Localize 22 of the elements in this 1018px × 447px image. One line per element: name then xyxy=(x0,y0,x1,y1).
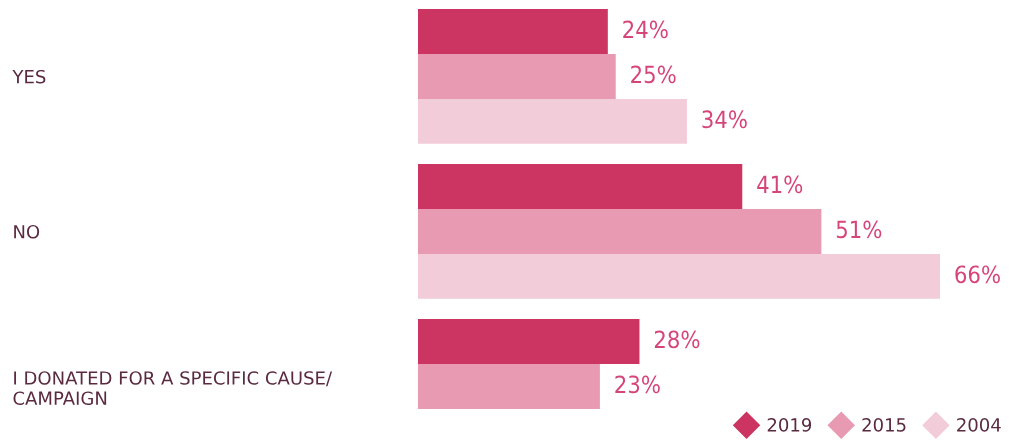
data-label: 66% xyxy=(955,265,1000,284)
bar xyxy=(418,53,616,99)
bar xyxy=(418,319,640,364)
legend-label: 2004 xyxy=(957,418,1001,432)
data-label: 34% xyxy=(702,110,747,129)
legend-label: 2015 xyxy=(862,418,906,432)
bar xyxy=(418,9,608,54)
data-label: 25% xyxy=(631,65,676,84)
legend-label: 2019 xyxy=(767,418,812,432)
bar xyxy=(418,164,743,209)
data-label: 51% xyxy=(836,220,882,239)
y-tick-label: NO xyxy=(14,224,40,239)
y-tick-label: I DONATED FOR A SPECIFIC CAUSE/ CAMPAIGN xyxy=(13,371,333,406)
bar xyxy=(418,253,940,299)
bar xyxy=(418,363,600,409)
data-label: 41% xyxy=(757,175,803,194)
bar xyxy=(418,208,822,254)
y-tick-label: YES xyxy=(12,69,46,84)
data-label: 28% xyxy=(654,330,700,349)
data-label: 23% xyxy=(615,375,660,394)
bar xyxy=(418,98,687,144)
data-label: 24% xyxy=(623,20,668,39)
